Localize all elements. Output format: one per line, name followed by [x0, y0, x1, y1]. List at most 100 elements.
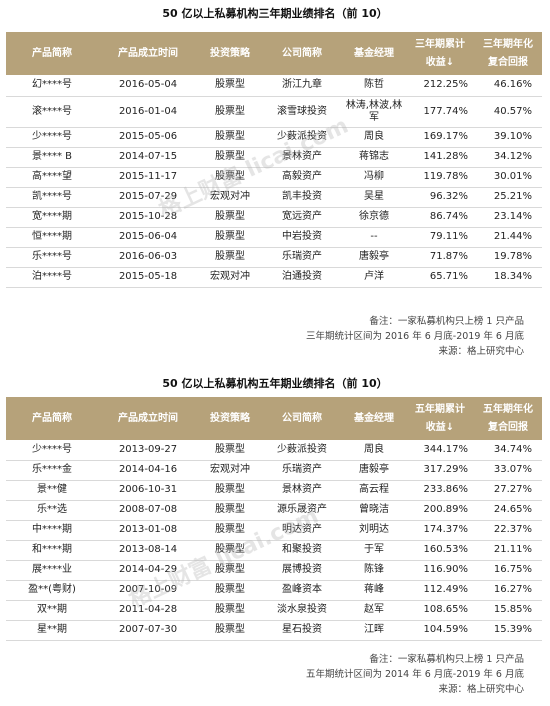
cell-ret-annual: 27.27% — [474, 480, 542, 501]
cell-name: 滚****号 — [6, 96, 98, 128]
cell-strategy: 股票型 — [198, 227, 262, 248]
cell-strategy: 股票型 — [198, 600, 262, 621]
table-header-row: 产品简称 产品成立时间 投资策略 公司简称 基金经理 五年期累计 收益↓ 五年期… — [6, 397, 542, 440]
cell-strategy: 股票型 — [198, 500, 262, 521]
cell-strategy: 股票型 — [198, 540, 262, 561]
cell-company: 盈峰资本 — [262, 580, 342, 601]
cell-name: 高****望 — [6, 167, 98, 188]
cell-ret-annual: 40.57% — [474, 96, 542, 128]
cell-name: 景**** B — [6, 147, 98, 168]
col-header-annual-return-line2: 复合回报 — [488, 57, 528, 68]
table-row: 少****号 2013-09-27 股票型 少薮派投资 周良 344.17% 34.74% — [6, 440, 542, 461]
cell-ret-annual: 30.01% — [474, 167, 542, 188]
cell-date: 2007-10-09 — [98, 580, 198, 601]
cell-company: 星石投资 — [262, 620, 342, 641]
col-header-annual-return-line1: 五年期年化 — [483, 404, 533, 415]
cell-strategy: 股票型 — [198, 127, 262, 148]
cell-company: 滚雪球投资 — [262, 96, 342, 128]
table-row: 滚****号 2016-01-04 股票型 滚雪球投资 林涛,林波,林军 177.74% 4… — [6, 96, 542, 128]
table-row: 景**** B 2014-07-15 股票型 景林资产 蒋锦志 141.28% 34.12% — [6, 147, 542, 168]
cell-strategy: 股票型 — [198, 247, 262, 268]
cell-name: 盈**(粤财) — [6, 580, 98, 601]
cell-ret-annual: 15.39% — [474, 620, 542, 641]
col-header-annual-return-line1: 三年期年化 — [483, 39, 533, 50]
table-row: 盈**(粤财) 2007-10-09 股票型 盈峰资本 蒋峰 112.49% 16.27% — [6, 580, 542, 601]
note-line: 三年期统计区间为 2016 年 6 月底-2019 年 6 月底 — [305, 331, 524, 342]
col-header-manager: 基金经理 — [342, 397, 406, 440]
cell-ret-annual: 33.07% — [474, 460, 542, 481]
cell-strategy: 股票型 — [198, 75, 262, 97]
cell-name: 乐**选 — [6, 500, 98, 521]
cell-date: 2014-07-15 — [98, 147, 198, 168]
cell-ret-total: 96.32% — [406, 187, 474, 208]
cell-manager: 冯柳 — [342, 167, 406, 188]
cell-name: 乐****号 — [6, 247, 98, 268]
cell-ret-total: 79.11% — [406, 227, 474, 248]
cell-ret-annual: 21.44% — [474, 227, 542, 248]
cell-ret-annual: 23.14% — [474, 207, 542, 228]
table-row: 凯****号 2015-07-29 宏观对冲 凯丰投资 吴星 96.32% 25.21% — [6, 187, 542, 208]
cell-name: 幻****号 — [6, 75, 98, 97]
table-row: 和****期 2013-08-14 股票型 和聚投资 于军 160.53% 21.11% — [6, 540, 542, 561]
cell-company: 淡水泉投资 — [262, 600, 342, 621]
col-header-total-return-line2: 收益↓ — [425, 422, 455, 433]
ranking-table-3yr: 产品简称 产品成立时间 投资策略 公司简称 基金经理 三年期累计 收益↓ 三年期… — [6, 32, 542, 288]
table-header-row: 产品简称 产品成立时间 投资策略 公司简称 基金经理 三年期累计 收益↓ 三年期… — [6, 32, 542, 75]
note-line: 备注：一家私募机构只上榜 1 只产品 — [369, 316, 524, 327]
cell-manager: -- — [342, 227, 406, 248]
cell-date: 2011-04-28 — [98, 600, 198, 621]
cell-strategy: 股票型 — [198, 480, 262, 501]
cell-ret-total: 86.74% — [406, 207, 474, 228]
cell-ret-total: 160.53% — [406, 540, 474, 561]
cell-name: 星**期 — [6, 620, 98, 641]
cell-name: 宽****期 — [6, 207, 98, 228]
cell-company: 展博投资 — [262, 560, 342, 581]
cell-manager: 陈哲 — [342, 75, 406, 97]
note-line: 备注：一家私募机构只上榜 1 只产品 — [369, 654, 524, 665]
cell-date: 2015-07-29 — [98, 187, 198, 208]
cell-company: 凯丰投资 — [262, 187, 342, 208]
col-header-total-return-line2: 收益↓ — [425, 57, 455, 68]
cell-ret-annual: 25.21% — [474, 187, 542, 208]
cell-company: 泊通投资 — [262, 267, 342, 288]
cell-date: 2015-05-06 — [98, 127, 198, 148]
cell-date: 2015-11-17 — [98, 167, 198, 188]
cell-ret-total: 141.28% — [406, 147, 474, 168]
cell-manager: 于军 — [342, 540, 406, 561]
cell-strategy: 股票型 — [198, 440, 262, 461]
cell-ret-total: 200.89% — [406, 500, 474, 521]
cell-date: 2015-10-28 — [98, 207, 198, 228]
col-header-annual-return: 三年期年化 复合回报 — [474, 32, 542, 75]
cell-ret-annual: 15.85% — [474, 600, 542, 621]
cell-name: 恒****期 — [6, 227, 98, 248]
cell-date: 2006-10-31 — [98, 480, 198, 501]
cell-strategy: 股票型 — [198, 620, 262, 641]
cell-ret-total: 174.37% — [406, 520, 474, 541]
cell-company: 景林资产 — [262, 480, 342, 501]
cell-ret-total: 177.74% — [406, 96, 474, 128]
cell-strategy: 股票型 — [198, 560, 262, 581]
cell-name: 少****号 — [6, 440, 98, 461]
cell-company: 少薮派投资 — [262, 440, 342, 461]
col-header-manager: 基金经理 — [342, 32, 406, 75]
table1-title: 50 亿以上私募机构三年期业绩排名（前 10） — [162, 7, 388, 20]
cell-date: 2013-09-27 — [98, 440, 198, 461]
cell-date: 2015-05-18 — [98, 267, 198, 288]
cell-company: 景林资产 — [262, 147, 342, 168]
table-row: 中****期 2013-01-08 股票型 明达资产 刘明达 174.37% 22.37% — [6, 520, 542, 541]
cell-strategy: 股票型 — [198, 580, 262, 601]
table-row: 恒****期 2015-06-04 股票型 中岩投资 -- 79.11% 21.44% — [6, 227, 542, 248]
cell-strategy: 宏观对冲 — [198, 187, 262, 208]
cell-manager: 江晖 — [342, 620, 406, 641]
col-header-date: 产品成立时间 — [98, 32, 198, 75]
cell-ret-total: 108.65% — [406, 600, 474, 621]
table-row: 高****望 2015-11-17 股票型 高毅资产 冯柳 119.78% 30.01% — [6, 167, 542, 188]
note-line: 来源：格上研究中心 — [438, 346, 524, 357]
cell-company: 乐瑞资产 — [262, 460, 342, 481]
cell-ret-annual: 16.75% — [474, 560, 542, 581]
cell-name: 景**健 — [6, 480, 98, 501]
cell-ret-total: 169.17% — [406, 127, 474, 148]
col-header-name: 产品简称 — [6, 397, 98, 440]
cell-date: 2014-04-29 — [98, 560, 198, 581]
cell-company: 和聚投资 — [262, 540, 342, 561]
